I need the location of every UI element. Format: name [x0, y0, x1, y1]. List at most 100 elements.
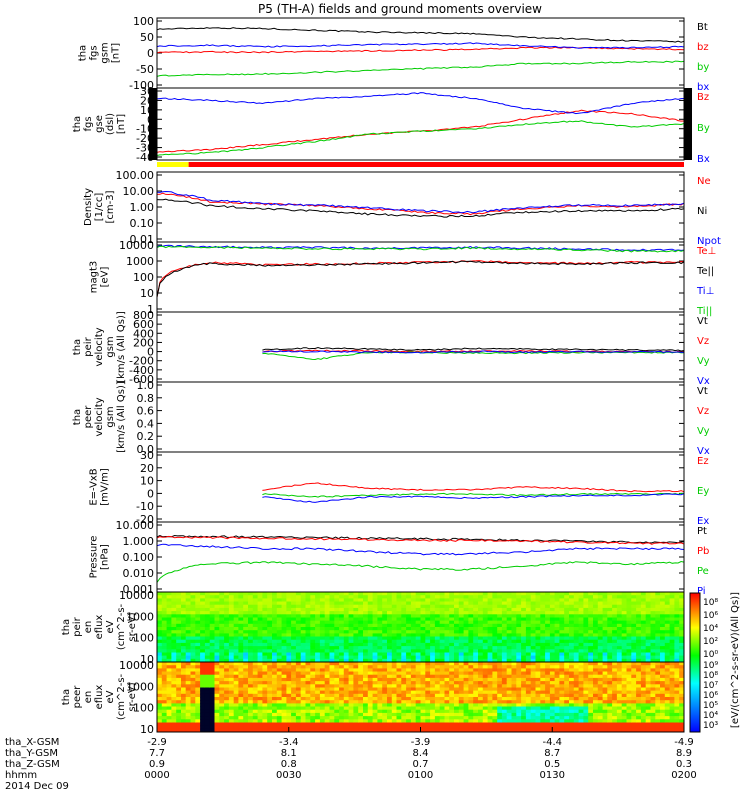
spectrogram-cell: [396, 697, 402, 701]
spectrogram-cell: [463, 601, 469, 606]
spectrogram-cell: [559, 662, 565, 666]
spectrogram-cell: [578, 684, 584, 688]
spectrogram-cell: [238, 671, 244, 676]
spectrogram-cell: [645, 627, 651, 631]
spectrogram-cell: [358, 658, 364, 663]
spectrogram-cell: [305, 681, 311, 685]
spectrogram-cell: [252, 703, 259, 708]
spectrogram-cell: [267, 614, 273, 618]
spectrogram-cell: [573, 662, 580, 666]
spectrogram-cell: [305, 652, 311, 657]
spectrogram-cell: [243, 592, 249, 596]
spectrogram-cell: [454, 601, 460, 606]
spectrogram-cell: [621, 674, 627, 679]
spectrogram-cell: [420, 693, 426, 698]
spectrogram-cell: [286, 716, 292, 720]
spectrogram-cell: [530, 601, 536, 606]
spectrogram-cell: [310, 592, 316, 596]
spectrogram-cell: [554, 671, 560, 676]
spectrogram-cell: [262, 706, 268, 711]
spectrogram-cell: [276, 722, 283, 727]
spectrogram-cell: [185, 633, 191, 638]
spectrogram-cell: [319, 639, 326, 644]
spectrogram-cell: [593, 706, 599, 711]
spectrogram-cell: [348, 690, 354, 695]
spectrogram-cell: [530, 617, 536, 622]
spectrogram-cell: [267, 693, 273, 698]
spectrogram-cell: [348, 687, 354, 692]
spectrogram-cell: [396, 706, 402, 711]
spectrogram-cell: [636, 671, 642, 676]
spectrogram-cell: [252, 719, 259, 723]
spectrogram-cell: [420, 719, 426, 723]
spectrogram-cell: [348, 604, 354, 609]
spectrogram-cell: [382, 662, 388, 666]
spectrogram-cell: [583, 620, 589, 625]
spectrogram-cell: [516, 690, 522, 695]
spectrogram-cell: [559, 598, 565, 603]
panel-peir_velocity: tha peir velocity gsm [km/s (All Qs)] 8006004…: [72, 309, 710, 387]
spectrogram-cell: [363, 620, 369, 625]
spectrogram-cell: [415, 617, 421, 622]
spectrogram-cell: [248, 627, 254, 631]
spectrogram-cell: [449, 706, 455, 711]
spectrogram-cell: [602, 690, 608, 695]
spectrogram-cell: [597, 719, 604, 723]
spectrogram-cell: [612, 627, 618, 631]
spectrogram-cell: [463, 674, 469, 679]
spectrogram-cell: [176, 646, 182, 650]
spectrogram-cell: [564, 725, 570, 730]
spectrogram-cell: [482, 674, 489, 679]
spectrogram-cell: [305, 703, 311, 708]
y-tick-label: -100: [129, 79, 154, 92]
spectrogram-cell: [305, 687, 311, 692]
spectrogram-cell: [262, 668, 268, 673]
spectrogram-cell: [252, 627, 259, 631]
spectrogram-cell: [434, 598, 441, 603]
spectrogram-cell: [631, 617, 637, 622]
y-axis-label: fgs: [83, 116, 94, 131]
spectrogram-cell: [430, 712, 436, 717]
spectrogram-cell: [478, 725, 484, 730]
spectrogram-cell: [272, 630, 278, 634]
spectrogram-cell: [511, 604, 517, 609]
spectrogram-cell: [501, 687, 508, 692]
spectrogram-cell: [291, 649, 297, 653]
spectrogram-cell: [339, 604, 345, 609]
spectrogram-cell: [200, 668, 206, 673]
spectrogram-cell: [300, 719, 306, 723]
spectrogram-cell: [228, 652, 235, 657]
spectrogram-cell: [406, 642, 412, 647]
spectrogram-cell: [583, 687, 589, 692]
spectrogram-cell: [468, 690, 474, 695]
spectrogram-cell: [367, 674, 374, 679]
spectrogram-cell: [181, 681, 187, 685]
spectrogram-cell: [540, 630, 546, 634]
spectrogram-cell: [224, 684, 230, 688]
spectrogram-cell: [406, 677, 412, 682]
spectrogram-cell: [525, 662, 532, 666]
spectrogram-cell: [315, 697, 321, 701]
spectrogram-cell: [401, 611, 407, 615]
spectrogram-cell: [228, 617, 235, 622]
spectrogram-cell: [501, 674, 508, 679]
spectrogram-cell: [640, 677, 647, 682]
spectrogram-cell: [664, 630, 671, 634]
spectrogram-cell: [224, 617, 230, 622]
spectrogram-cell: [410, 658, 417, 663]
spectrogram-cell: [214, 662, 220, 666]
spectrogram-cell: [243, 639, 249, 644]
spectrogram-cell: [257, 716, 263, 720]
spectrogram-cell: [583, 722, 589, 727]
spectrogram-cell: [420, 725, 426, 730]
spectrogram-cell: [195, 706, 201, 711]
spectrogram-cell: [549, 630, 556, 634]
spectrogram-cell: [200, 601, 206, 606]
spectrogram-cell: [339, 655, 345, 660]
spectrogram-cell: [621, 611, 627, 615]
spectrogram-cell: [636, 706, 642, 711]
spectrogram-cell: [573, 598, 580, 603]
spectrogram-cell: [549, 592, 556, 596]
spectrogram-cell: [238, 684, 244, 688]
spectrogram-cell: [209, 693, 215, 698]
